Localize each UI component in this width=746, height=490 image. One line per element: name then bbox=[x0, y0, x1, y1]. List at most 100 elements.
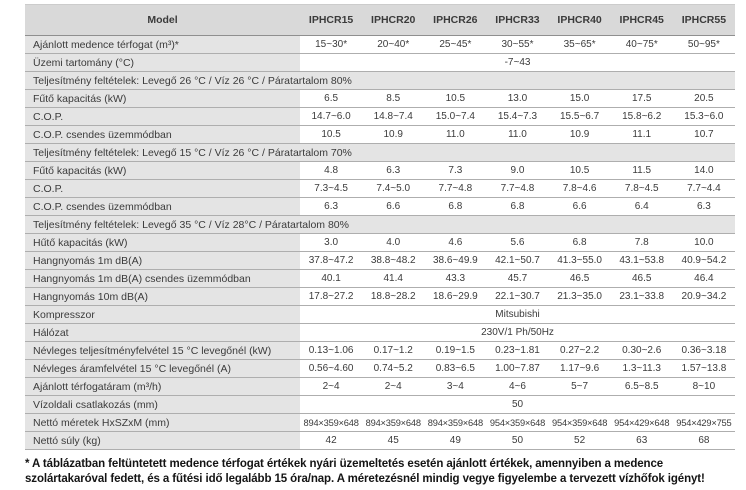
table-row: Hangnyomás 10m dB(A) 17.8~27.2 18.8~28.2 18… bbox=[25, 287, 735, 306]
table-row: C.O.P. 7.3~4.5 7.4~5.0 7.7~4.8 7.7~4.8 7.8~4.… bbox=[25, 179, 735, 198]
cell-value: 68 bbox=[672, 431, 735, 450]
cell-value: 6.8 bbox=[424, 197, 487, 216]
cell-value: 6.6 bbox=[362, 197, 425, 216]
cell-value-span: 230V/1 Ph/50Hz bbox=[300, 323, 735, 342]
col-header-iphcr15: IPHCR15 bbox=[300, 4, 363, 36]
cell-value: 46.4 bbox=[672, 269, 735, 288]
cell-value: 40.1 bbox=[300, 269, 363, 288]
cell-value: 7.7~4.4 bbox=[672, 179, 735, 198]
table-row: Fűtő kapacitás (kW) 6.5 8.5 10.5 13.0 15.0 17.… bbox=[25, 89, 735, 108]
row-label: Hűtő kapacitás (kW) bbox=[25, 233, 301, 252]
row-label: Ajánlott térfogatáram (m³/h) bbox=[25, 377, 301, 396]
table-row: Névleges áramfelvétel 15 °C levegőnél (A… bbox=[25, 359, 735, 378]
cell-value: 5~7 bbox=[548, 377, 611, 396]
cell-value-span: -7~43 bbox=[300, 53, 735, 72]
cell-value: 10.7 bbox=[672, 125, 735, 144]
cell-value: 954×359×648 bbox=[548, 413, 611, 432]
cell-value: 954×359×648 bbox=[486, 413, 549, 432]
table-body: Ajánlott medence térfogat (m³)* 15~30* 20~… bbox=[25, 35, 735, 450]
cell-value: 7.7~4.8 bbox=[424, 179, 487, 198]
cell-value: 37.8~47.2 bbox=[300, 251, 363, 270]
cell-value: 0.36~3.18 bbox=[672, 341, 735, 360]
cell-value: 15.5~6.7 bbox=[548, 107, 611, 126]
row-label: Vízoldali csatlakozás (mm) bbox=[25, 395, 301, 414]
cell-value: 6.4 bbox=[610, 197, 673, 216]
cell-value: 0.83~6.5 bbox=[424, 359, 487, 378]
cell-value: 0.17~1.2 bbox=[362, 341, 425, 360]
cell-value: 18.6~29.9 bbox=[424, 287, 487, 306]
col-header-iphcr55: IPHCR55 bbox=[672, 4, 735, 36]
cell-value: 20.5 bbox=[672, 89, 735, 108]
cell-value: 0.56~4.60 bbox=[300, 359, 363, 378]
table-row: Kompresszor Mitsubishi bbox=[25, 305, 735, 324]
footnote: * A táblázatban feltüntetett medence tér… bbox=[25, 458, 705, 485]
cell-value: 11.0 bbox=[424, 125, 487, 144]
cell-value: 14.0 bbox=[672, 161, 735, 180]
cell-value: 7.3~4.5 bbox=[300, 179, 363, 198]
cell-value: 6.8 bbox=[486, 197, 549, 216]
table-row: Nettó méretek HxSZxM (mm) 894×359×648 894×… bbox=[25, 413, 735, 432]
cell-value: 45 bbox=[362, 431, 425, 450]
cell-value: 13.0 bbox=[486, 89, 549, 108]
cell-value: 15.8~6.2 bbox=[610, 107, 673, 126]
cell-value: 63 bbox=[610, 431, 673, 450]
cell-value: 20.9~34.2 bbox=[672, 287, 735, 306]
section-row: Teljesítmény feltételek: Levegő 15 °C / … bbox=[25, 143, 735, 162]
cell-value: 1.57~13.8 bbox=[672, 359, 735, 378]
table-row: Üzemi tartomány (°C) -7~43 bbox=[25, 53, 735, 72]
col-header-iphcr33: IPHCR33 bbox=[486, 4, 549, 36]
cell-value: 15.3~6.0 bbox=[672, 107, 735, 126]
cell-value: 6.3 bbox=[672, 197, 735, 216]
cell-value: 1.17~9.6 bbox=[548, 359, 611, 378]
cell-value: 3.0 bbox=[300, 233, 363, 252]
cell-value: 15~30* bbox=[300, 35, 363, 54]
col-header-model: Model bbox=[25, 4, 301, 36]
row-label: Hangnyomás 1m dB(A) csendes üzemmódban bbox=[25, 269, 301, 288]
cell-value: 4.6 bbox=[424, 233, 487, 252]
cell-value: 10.9 bbox=[362, 125, 425, 144]
cell-value: 954×429×648 bbox=[610, 413, 673, 432]
col-header-iphcr45: IPHCR45 bbox=[610, 4, 673, 36]
table-row: C.O.P. 14.7~6.0 14.8~7.4 15.0~7.4 15.4~7.3 15… bbox=[25, 107, 735, 126]
col-header-iphcr26: IPHCR26 bbox=[424, 4, 487, 36]
cell-value: 21.3~35.0 bbox=[548, 287, 611, 306]
cell-value: 43.3 bbox=[424, 269, 487, 288]
spec-table: Model IPHCR15 IPHCR20 IPHCR26 IPHCR33 IPHCR40… bbox=[25, 4, 735, 450]
cell-value: 0.13~1.06 bbox=[300, 341, 363, 360]
cell-value: 7.7~4.8 bbox=[486, 179, 549, 198]
row-label: C.O.P. csendes üzemmódban bbox=[25, 125, 301, 144]
cell-value: 15.4~7.3 bbox=[486, 107, 549, 126]
row-label: Hangnyomás 10m dB(A) bbox=[25, 287, 301, 306]
cell-value: 42.1~50.7 bbox=[486, 251, 549, 270]
cell-value: 10.5 bbox=[548, 161, 611, 180]
table-row: Ajánlott térfogatáram (m³/h) 2~4 2~4 3~4 4~6… bbox=[25, 377, 735, 396]
cell-value: 11.1 bbox=[610, 125, 673, 144]
cell-value: 9.0 bbox=[486, 161, 549, 180]
cell-value: 46.5 bbox=[610, 269, 673, 288]
section-label: Teljesítmény feltételek: Levegő 15 °C / … bbox=[25, 143, 735, 162]
cell-value: 10.9 bbox=[548, 125, 611, 144]
section-label: Teljesítmény feltételek: Levegő 35 °C / … bbox=[25, 215, 735, 234]
cell-value-span: Mitsubishi bbox=[300, 305, 735, 324]
cell-value: 0.19~1.5 bbox=[424, 341, 487, 360]
cell-value: 10.0 bbox=[672, 233, 735, 252]
cell-value: 35~65* bbox=[548, 35, 611, 54]
table-row: Hálózat 230V/1 Ph/50Hz bbox=[25, 323, 735, 342]
cell-value: 50 bbox=[486, 431, 549, 450]
row-label: Hálózat bbox=[25, 323, 301, 342]
cell-value: 6.6 bbox=[548, 197, 611, 216]
cell-value: 6.8 bbox=[548, 233, 611, 252]
row-label: Üzemi tartomány (°C) bbox=[25, 53, 301, 72]
row-label: Hangnyomás 1m dB(A) bbox=[25, 251, 301, 270]
cell-value: 2~4 bbox=[362, 377, 425, 396]
cell-value: 7.8~4.6 bbox=[548, 179, 611, 198]
table-row: Hűtő kapacitás (kW) 3.0 4.0 4.6 5.6 6.8 7.8 10.… bbox=[25, 233, 735, 252]
cell-value: 50~95* bbox=[672, 35, 735, 54]
table-row: Hangnyomás 1m dB(A) 37.8~47.2 38.8~48.2 38.… bbox=[25, 251, 735, 270]
cell-value: 1.00~7.87 bbox=[486, 359, 549, 378]
cell-value: 6.5 bbox=[300, 89, 363, 108]
cell-value: 7.4~5.0 bbox=[362, 179, 425, 198]
cell-value: 42 bbox=[300, 431, 363, 450]
cell-value: 25~45* bbox=[424, 35, 487, 54]
